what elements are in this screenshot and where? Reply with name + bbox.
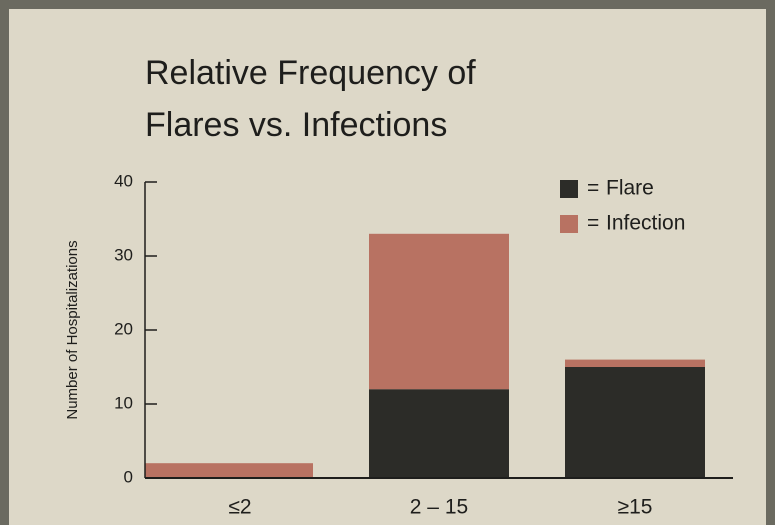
y-tick-label: 20	[114, 319, 133, 338]
y-tick-label: 30	[114, 245, 133, 264]
legend-prefix: =	[587, 177, 599, 200]
bar-segment	[565, 359, 705, 367]
bar-segment	[145, 463, 313, 478]
y-tick-label: 40	[114, 171, 133, 190]
legend-label: Infection	[606, 212, 685, 235]
legend-swatch	[560, 215, 578, 233]
legend-swatch	[560, 180, 578, 198]
x-tick-label: ≤2	[228, 496, 251, 519]
bar-segment	[369, 233, 509, 390]
x-tick-label: ≥15	[618, 496, 653, 519]
bar-segment	[369, 389, 509, 478]
chart-title: Flares vs. Infections	[145, 106, 447, 144]
y-axis-label: Number of Hospitalizations	[64, 240, 81, 419]
legend-label: Flare	[606, 177, 654, 200]
chart-title: Relative Frequency of	[145, 54, 476, 92]
y-tick-label: 10	[114, 393, 133, 412]
legend-prefix: =	[587, 212, 599, 235]
x-tick-label: 2 – 15	[410, 496, 468, 519]
bar-segment	[565, 367, 705, 478]
y-tick-label: 0	[124, 467, 133, 486]
